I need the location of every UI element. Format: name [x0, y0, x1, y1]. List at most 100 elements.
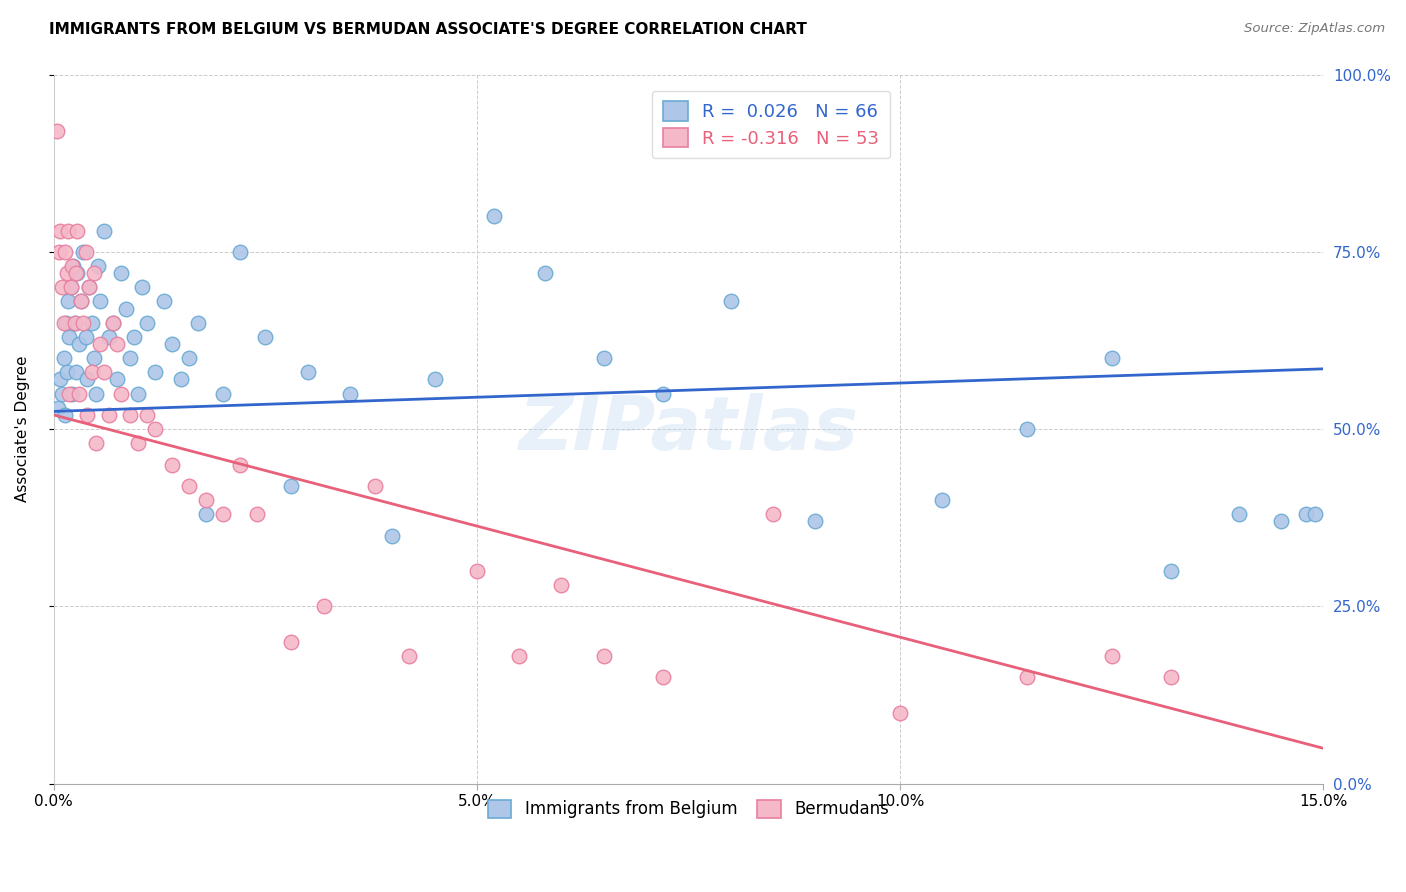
Text: ZIPatlas: ZIPatlas [519, 392, 859, 466]
Point [212, 507, 235, 521]
Point [93, 223, 115, 237]
Point [65, 365, 87, 379]
Point [364, 479, 387, 493]
Point [101, 316, 124, 330]
Point [482, 210, 505, 224]
Point [194, 493, 217, 508]
Point [254, 330, 277, 344]
Point [67, 337, 90, 351]
Point [889, 706, 911, 720]
Point [97, 408, 120, 422]
Point [131, 280, 153, 294]
Point [135, 408, 157, 422]
Point [143, 422, 166, 436]
Point [122, 330, 145, 344]
Point [56, 365, 79, 379]
Point [194, 507, 217, 521]
Y-axis label: Associate's Degree: Associate's Degree [15, 356, 30, 502]
Point [83, 266, 105, 280]
Point [101, 316, 124, 330]
Point [804, 514, 827, 528]
Point [75, 244, 97, 259]
Point [186, 316, 208, 330]
Point [592, 351, 614, 366]
Text: Source: ZipAtlas.com: Source: ZipAtlas.com [1244, 22, 1385, 36]
Point [60, 259, 83, 273]
Point [63, 316, 86, 330]
Point [652, 670, 675, 684]
Point [55, 316, 77, 330]
Point [93, 365, 115, 379]
Point [533, 266, 555, 280]
Point [1015, 422, 1038, 436]
Point [160, 337, 183, 351]
Point [212, 386, 235, 401]
Point [69, 294, 91, 309]
Point [1160, 564, 1182, 578]
Point [1303, 507, 1326, 521]
Point [83, 351, 105, 366]
Point [66, 266, 89, 280]
Point [297, 365, 319, 379]
Point [56, 223, 79, 237]
Point [152, 294, 174, 309]
Point [65, 266, 87, 280]
Point [77, 280, 100, 294]
Point [177, 351, 200, 366]
Point [1160, 670, 1182, 684]
Point [135, 316, 157, 330]
Point [76, 372, 98, 386]
Point [55, 408, 77, 422]
Point [592, 649, 614, 664]
Point [75, 330, 97, 344]
Point [48, 244, 70, 259]
Point [46, 124, 69, 138]
Point [229, 244, 252, 259]
Point [46, 401, 69, 415]
Point [51, 386, 73, 401]
Point [51, 280, 73, 294]
Point [280, 635, 302, 649]
Point [1270, 514, 1292, 528]
Point [67, 386, 90, 401]
Point [58, 386, 80, 401]
Point [143, 365, 166, 379]
Point [56, 266, 79, 280]
Point [105, 372, 128, 386]
Point [97, 330, 120, 344]
Point [246, 507, 269, 521]
Point [105, 337, 128, 351]
Point [110, 266, 132, 280]
Point [77, 280, 100, 294]
Point [52, 316, 75, 330]
Point [160, 458, 183, 472]
Point [80, 365, 103, 379]
Point [72, 244, 94, 259]
Point [398, 649, 420, 664]
Point [89, 337, 111, 351]
Point [58, 330, 80, 344]
Point [89, 294, 111, 309]
Point [118, 351, 141, 366]
Point [508, 649, 530, 664]
Point [762, 507, 785, 521]
Point [49, 223, 72, 237]
Point [720, 294, 742, 309]
Point [49, 372, 72, 386]
Point [1101, 649, 1123, 664]
Point [69, 294, 91, 309]
Point [56, 294, 79, 309]
Point [1295, 507, 1317, 521]
Point [1015, 670, 1038, 684]
Point [52, 351, 75, 366]
Point [62, 259, 84, 273]
Point [114, 301, 136, 316]
Point [423, 372, 446, 386]
Point [314, 599, 336, 614]
Point [931, 493, 953, 508]
Point [84, 386, 107, 401]
Point [86, 259, 108, 273]
Point [59, 280, 82, 294]
Point [76, 408, 98, 422]
Point [177, 479, 200, 493]
